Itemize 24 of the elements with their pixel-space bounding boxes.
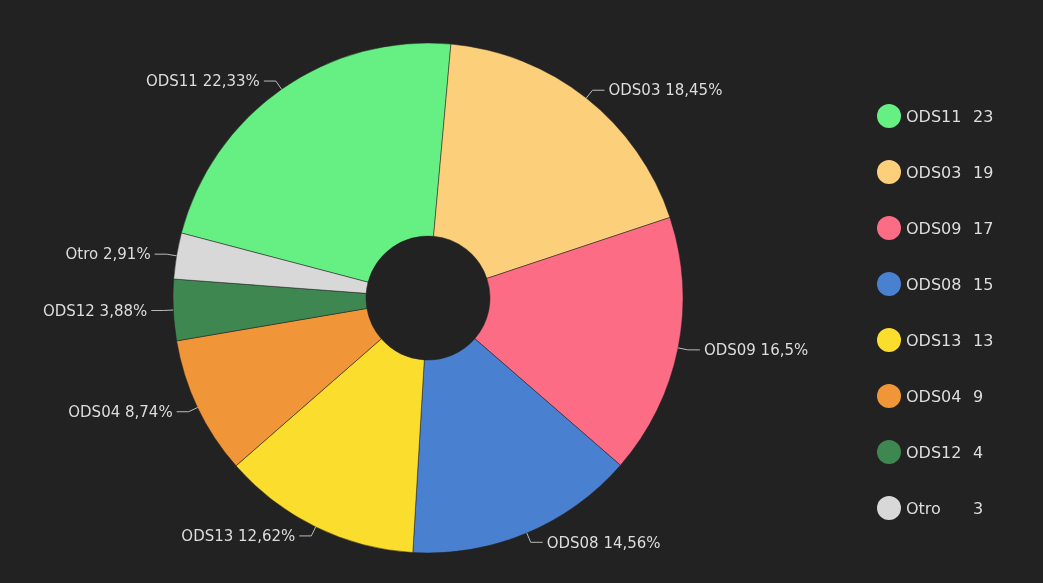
category-label: Otro 2,91% [65,245,151,264]
text: 3 [973,498,984,518]
legend-label: ODS12 [906,442,962,462]
legend-label: ODS04 [906,386,962,406]
legend-label: ODS03 [906,162,962,182]
legend-label: Otro [906,498,941,518]
category-label: ODS08 14,56% [546,533,661,552]
legend-label: ODS08 [906,274,962,294]
category-label: ODS09 16,5% [703,341,809,360]
legend-label: ODS11 [906,106,962,126]
text: 4 [973,442,984,462]
category-label: ODS12 3,88% [42,301,148,320]
text: 9 [973,386,984,406]
legend-label: ODS09 [906,218,962,238]
text: 15 [973,274,994,294]
text: 19 [973,162,994,182]
legend-label: ODS13 [906,330,962,350]
category-label: ODS13 12,62% [181,527,296,546]
category-label: ODS04 8,74% [68,403,173,421]
text: 23 [973,106,994,126]
category-label: ODS11 22,33% [145,72,260,91]
text: 17 [973,218,994,238]
text: 13 [973,330,994,350]
category-label: ODS03 18,45% [608,81,723,100]
